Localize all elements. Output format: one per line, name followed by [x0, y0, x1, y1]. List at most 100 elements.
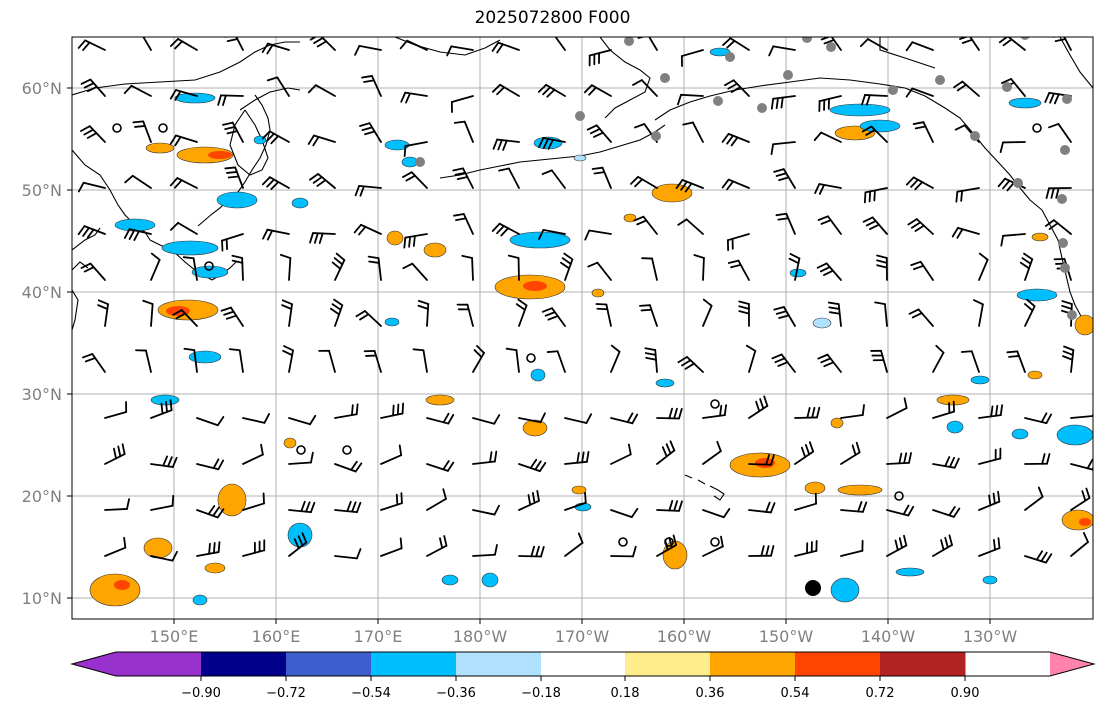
colorbar-label: 0.90	[951, 686, 980, 701]
wind-barb	[426, 535, 448, 557]
wind-barb	[591, 166, 612, 189]
wind-barb	[354, 44, 382, 56]
wind-barb	[840, 539, 864, 557]
wind-barb	[999, 141, 1026, 154]
wind-barb	[748, 454, 775, 466]
wind-barb	[453, 120, 474, 143]
wind-barb	[1045, 187, 1072, 199]
wind-barb	[794, 492, 817, 511]
wind-barb	[266, 76, 290, 97]
lon-label: 170°E	[354, 627, 403, 646]
wind-barb	[452, 167, 474, 189]
wind-barb	[132, 120, 152, 143]
colorbar-ticks	[200, 676, 966, 681]
wind-barb	[307, 84, 336, 97]
wind-barb	[978, 537, 1001, 557]
wind-barb	[472, 344, 485, 373]
wind-barb	[453, 213, 474, 235]
colorbar-outline	[70, 651, 1096, 677]
wind-barb	[773, 306, 796, 327]
wind-barb	[142, 299, 154, 327]
wind-barb	[231, 254, 244, 281]
wind-barb	[610, 412, 639, 425]
wind-barb	[978, 404, 1003, 419]
wind-barb	[288, 451, 314, 465]
wind-barb	[104, 498, 130, 511]
wind-barb	[402, 171, 428, 189]
wind-barb	[960, 350, 980, 373]
wind-barb	[261, 176, 290, 191]
wind-barb	[426, 488, 447, 511]
wind-barb	[281, 299, 293, 327]
wind-barb	[538, 137, 566, 150]
wind-barb	[910, 260, 934, 281]
wind-barb	[820, 37, 842, 51]
colorbar-labels: −0.90 −0.72 −0.54 −0.36 −0.18 0.18 0.36 …	[181, 686, 979, 701]
wind-barb	[541, 169, 566, 189]
wind-barb	[932, 344, 945, 373]
wind-barb	[169, 177, 198, 189]
colorbar-segment	[456, 652, 542, 676]
wind-barb	[220, 306, 244, 327]
wind-barb	[242, 492, 265, 511]
wind-barb	[610, 344, 621, 373]
lat-label: 10°N	[22, 589, 62, 608]
wind-barb	[905, 87, 934, 98]
wind-barb	[150, 455, 178, 468]
wind-barb	[953, 80, 980, 97]
wind-barb	[677, 93, 704, 106]
wind-barb	[682, 121, 704, 143]
wind-barb	[1052, 37, 1072, 51]
wind-barb	[77, 225, 106, 239]
wind-barb	[584, 229, 612, 241]
wind-barb	[727, 259, 750, 281]
wind-barb	[644, 347, 658, 373]
wind-barb	[721, 132, 750, 147]
lon-label: 140°W	[861, 627, 916, 646]
station-markers	[112, 37, 1077, 596]
wind-barb	[702, 440, 722, 465]
wind-barb	[1019, 252, 1034, 281]
wind-barb	[677, 356, 704, 373]
wind-barb	[886, 397, 908, 419]
wind-barb	[491, 222, 520, 237]
wind-barb	[639, 304, 658, 327]
wind-barb	[768, 45, 796, 57]
wind-barb	[507, 254, 520, 281]
colorbar: −0.90 −0.72 −0.54 −0.36 −0.18 0.18 0.36 …	[70, 651, 1096, 701]
wind-barb	[1070, 458, 1093, 471]
colorbar-label: −0.72	[266, 686, 306, 701]
wind-barb	[905, 176, 934, 191]
wind-barb	[775, 212, 796, 235]
wind-barb	[595, 303, 612, 327]
wind-barb	[492, 83, 520, 97]
wind-barb	[955, 187, 980, 203]
wind-barb	[680, 49, 704, 67]
wind-barb	[150, 252, 161, 281]
wind-barb	[538, 83, 566, 98]
wind-barb	[361, 75, 382, 97]
wind-barb	[380, 537, 403, 557]
wind-barb	[748, 545, 775, 557]
wind-barb	[770, 95, 796, 110]
canada-us-border	[879, 37, 936, 69]
wind-barb	[217, 94, 244, 106]
wind-barb	[1062, 345, 1075, 373]
wind-barb	[564, 451, 590, 465]
wind-barb	[196, 458, 225, 471]
wind-barb	[367, 255, 382, 281]
colorbar-label: 0.54	[781, 686, 810, 701]
wind-barb	[104, 401, 128, 419]
colorbar-segment	[371, 652, 457, 676]
wind-barb	[633, 215, 658, 235]
wind-barb	[722, 37, 750, 51]
storm-center-marker	[805, 580, 821, 596]
wind-barb	[588, 49, 612, 67]
lon-label: 170°W	[555, 627, 610, 646]
wind-barb	[196, 541, 221, 557]
wind-barb	[817, 215, 842, 235]
wind-barb	[309, 232, 336, 244]
lon-label: 160°E	[252, 627, 301, 646]
wind-barb	[183, 347, 198, 373]
wind-barb	[228, 348, 244, 373]
